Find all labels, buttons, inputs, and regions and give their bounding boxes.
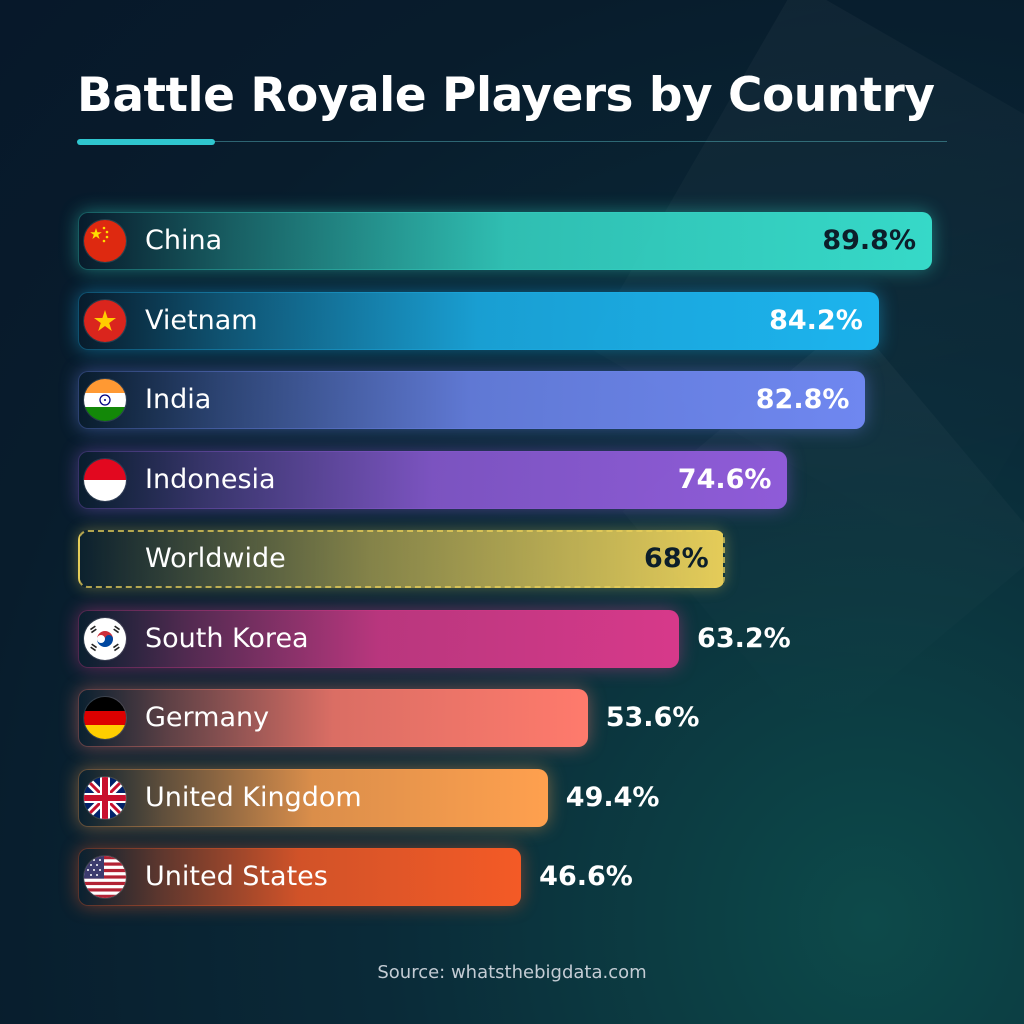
title-accent-line [77,139,215,145]
indonesia-flag-icon [84,458,126,501]
category-label: Worldwide [145,543,286,574]
south-korea-flag-icon [84,617,126,660]
bar-united-states [78,848,522,906]
vietnam-flag-icon [84,299,126,342]
united-kingdom-flag-icon [84,776,126,819]
germany-flag-icon [84,697,126,739]
value-label: 68% [644,543,709,574]
value-label: 63.2% [697,622,791,654]
bar-south-korea [78,609,680,668]
india-flag-icon [84,379,126,421]
title-divider [77,141,947,142]
category-label: United States [145,861,328,892]
bar-india [78,371,866,429]
category-label: Vietnam [145,304,258,336]
category-label: China [145,225,223,256]
category-label: India [145,384,212,415]
value-label: 74.6% [677,463,772,495]
value-label: 82.8% [755,384,850,415]
bar-united-kingdom [78,768,548,827]
value-label: 53.6% [605,702,700,733]
china-flag-icon [84,220,126,262]
page-title: Battle Royale Players by Country [77,68,935,123]
category-label: Germany [145,702,270,733]
value-label: 49.4% [565,781,660,813]
value-label: 84.2% [769,304,863,336]
united-states-flag-icon [84,856,126,898]
value-label: 46.6% [539,861,633,892]
category-label: South Korea [145,622,309,654]
bar-germany [78,689,588,747]
category-label: Indonesia [145,463,276,495]
bar-worldwide [78,530,725,588]
bar-indonesia [78,450,788,509]
source-note: Source: whatsthebigdata.com [377,962,647,983]
category-label: United Kingdom [145,781,362,813]
value-label: 89.8% [822,225,916,256]
bar-china [78,212,932,270]
bar-vietnam [78,291,879,350]
